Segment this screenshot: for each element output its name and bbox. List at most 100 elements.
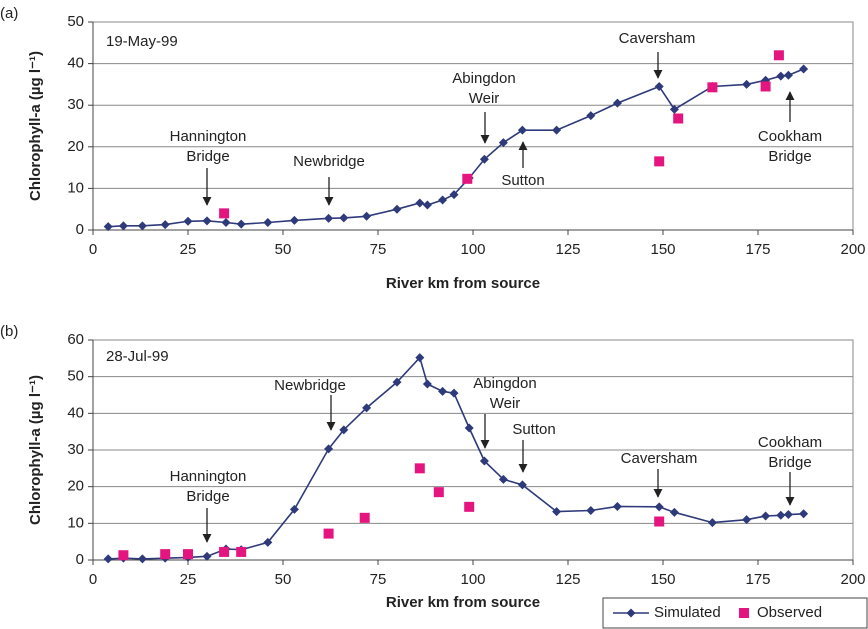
diamond-marker [479, 456, 489, 466]
diamond-marker [761, 511, 771, 521]
x-tick-label: 175 [745, 241, 770, 258]
annotation: Sutton [512, 421, 555, 438]
square-marker [359, 512, 370, 523]
diamond-marker [415, 353, 425, 363]
diamond-marker [324, 444, 334, 454]
diamond-marker [612, 501, 622, 511]
annotation: Abingdon [452, 70, 515, 87]
diamond-marker [202, 216, 212, 226]
square-marker [414, 463, 425, 474]
legend-box [602, 597, 868, 629]
diamond-marker [654, 502, 664, 512]
diamond-marker [464, 423, 474, 433]
panel-label: (b) [0, 323, 18, 340]
diamond-marker [103, 222, 113, 232]
subtitle: 28-Jul-99 [106, 348, 169, 365]
diamond-marker [552, 125, 562, 135]
square-marker [760, 81, 771, 92]
annotation: Bridge [186, 148, 229, 165]
annotation: Abingdon [473, 375, 536, 392]
y-tick-label: 20 [67, 478, 84, 495]
square-marker [219, 208, 230, 219]
diamond-marker [392, 204, 402, 214]
diamond-marker [160, 220, 170, 230]
y-axis-title: Chlorophyll-a (µg l⁻¹) [27, 51, 44, 201]
diamond-marker [263, 218, 273, 228]
subtitle-box [100, 28, 198, 56]
annotation: Caversham [621, 450, 698, 467]
diamond-marker [289, 504, 299, 514]
square-marker [707, 82, 718, 93]
diamond-marker [449, 190, 459, 200]
diamond-marker [742, 79, 752, 89]
annotation: Bridge [768, 454, 811, 471]
x-tick-label: 50 [275, 571, 292, 588]
x-tick-label: 100 [460, 241, 485, 258]
diamond-marker [552, 507, 562, 517]
annotation: Hannington [170, 128, 247, 145]
x-tick-label: 0 [89, 241, 97, 258]
square-marker [118, 550, 129, 561]
diamond-marker [236, 219, 246, 229]
y-tick-label: 30 [67, 96, 84, 113]
annotation: Bridge [768, 148, 811, 165]
diamond-marker [422, 379, 432, 389]
diamond-marker [626, 608, 636, 618]
y-tick-label: 30 [67, 441, 84, 458]
x-tick-label: 75 [370, 241, 387, 258]
diamond-marker [221, 218, 231, 228]
square-marker [183, 549, 193, 560]
diamond-marker [654, 81, 664, 91]
annotation: Sutton [501, 172, 544, 189]
diamond-marker [392, 377, 402, 387]
annotation: Newbridge [293, 153, 365, 170]
x-tick-label: 75 [370, 571, 387, 588]
square-marker [673, 113, 684, 124]
diamond-marker [289, 215, 299, 225]
diamond-marker [669, 104, 679, 114]
annotation: Caversham [619, 30, 696, 47]
diamond-marker [783, 70, 793, 80]
diamond-marker [479, 154, 489, 164]
square-marker [464, 501, 475, 512]
diamond-marker [339, 213, 349, 223]
diamond-marker [517, 480, 527, 490]
diamond-marker [183, 216, 193, 226]
square-marker [654, 516, 665, 527]
y-axis-title: Chlorophyll-a (µg l⁻¹) [27, 375, 44, 525]
subtitle-box [100, 344, 198, 370]
diamond-marker [118, 221, 128, 231]
annotation: Hannington [170, 468, 247, 485]
x-tick-label: 200 [840, 571, 865, 588]
x-tick-label: 25 [180, 571, 197, 588]
diamond-marker [438, 195, 448, 205]
annotation: Bridge [186, 488, 229, 505]
y-tick-label: 40 [67, 55, 84, 72]
y-tick-label: 10 [67, 179, 84, 196]
panel-label: (a) [0, 5, 18, 22]
diamond-marker [707, 518, 717, 528]
legend-label: Observed [757, 604, 822, 621]
y-tick-label: 10 [67, 514, 84, 531]
diamond-marker [339, 425, 349, 435]
diamond-marker [422, 200, 432, 210]
x-tick-label: 100 [460, 571, 485, 588]
y-tick-label: 0 [76, 551, 84, 568]
x-axis-title: River km from source [386, 594, 540, 611]
annotation: Weir [469, 90, 500, 107]
annotation: Cookham [758, 128, 822, 145]
x-tick-label: 150 [650, 571, 675, 588]
diamond-marker [498, 474, 508, 484]
diamond-marker [103, 554, 113, 564]
x-tick-label: 125 [555, 241, 580, 258]
subtitle: 19-May-99 [106, 33, 178, 50]
diamond-marker [263, 537, 273, 547]
diamond-marker [362, 211, 372, 221]
y-tick-label: 50 [67, 13, 84, 30]
diamond-marker [202, 551, 212, 561]
x-tick-label: 175 [745, 571, 770, 588]
x-tick-label: 200 [840, 241, 865, 258]
square-marker [160, 549, 171, 560]
y-tick-label: 60 [67, 331, 84, 348]
square-marker [739, 608, 749, 618]
